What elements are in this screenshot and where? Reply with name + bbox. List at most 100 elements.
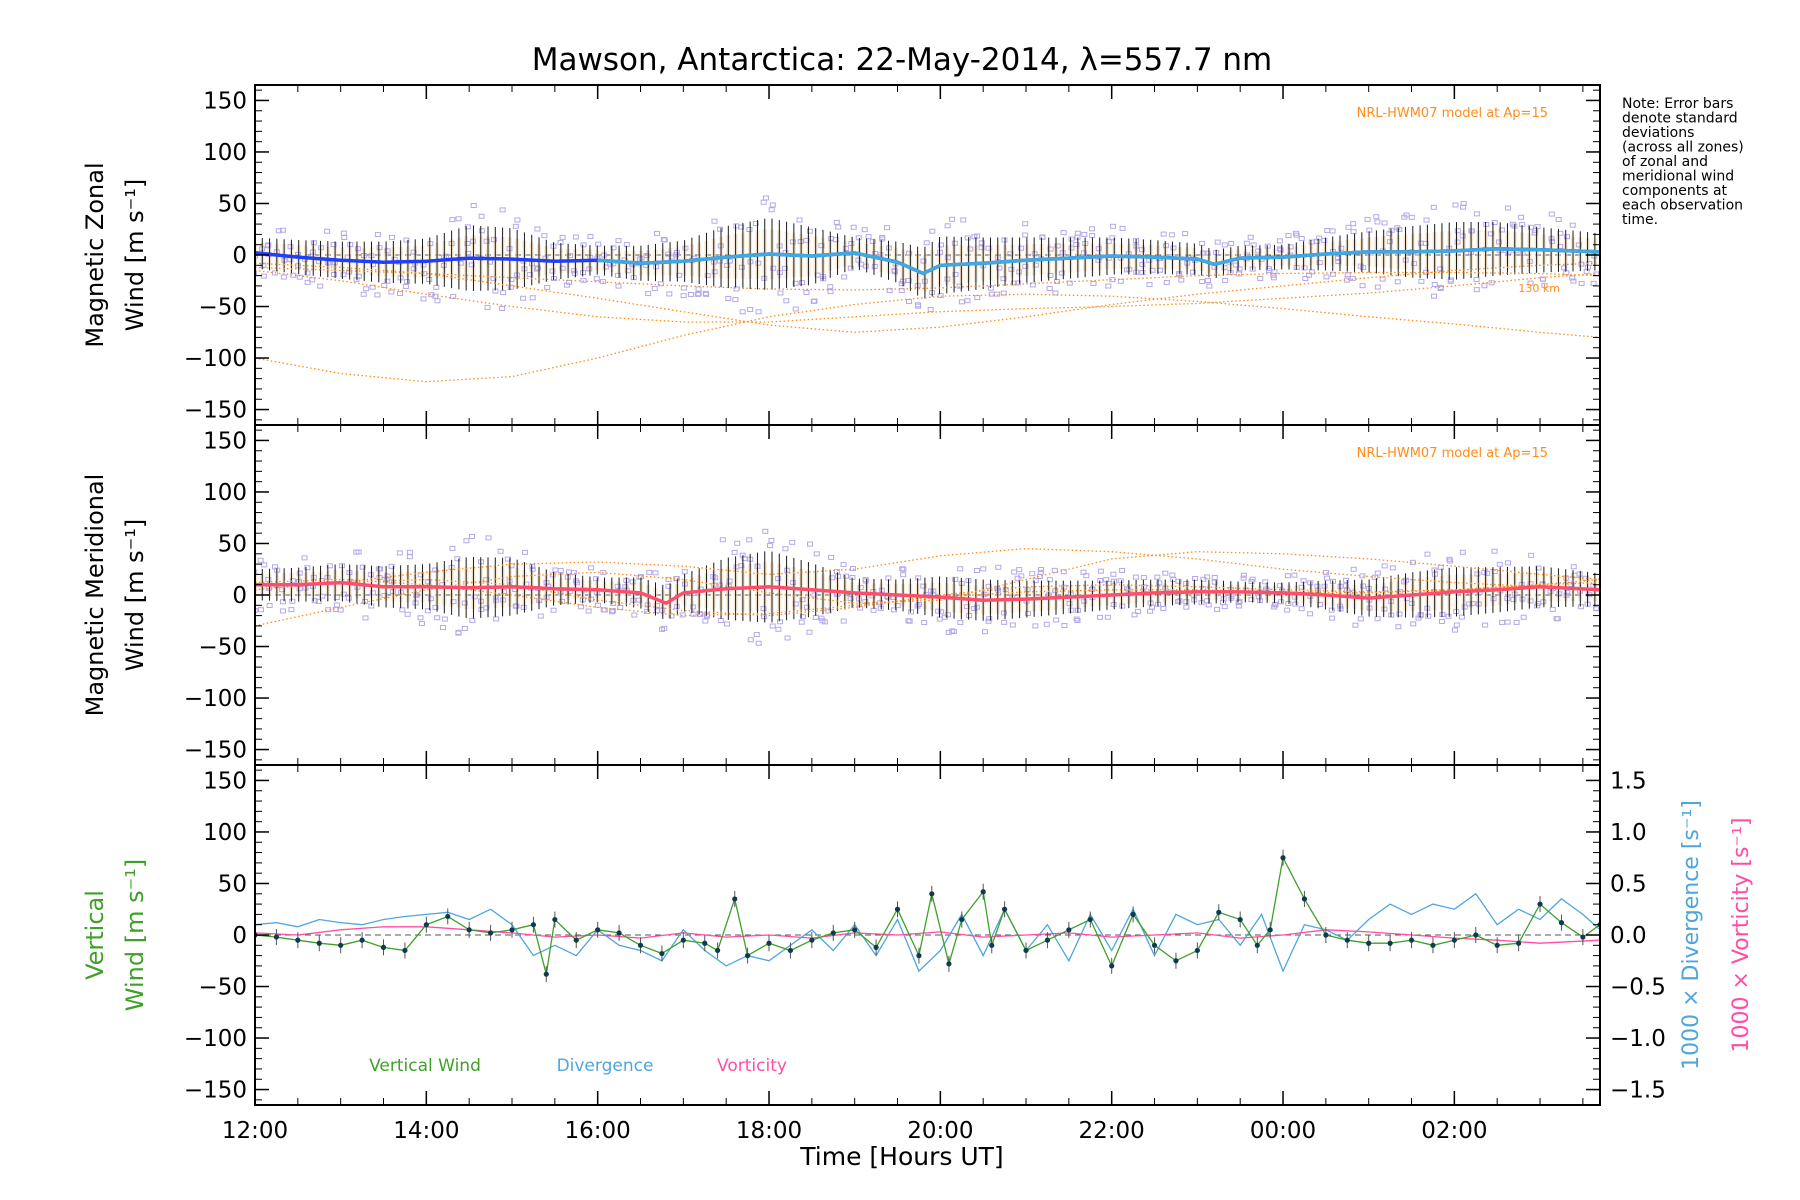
zone-point xyxy=(331,271,338,277)
mean-series-line xyxy=(255,580,1600,606)
vertical-wind-point xyxy=(1194,947,1200,954)
zone-point xyxy=(857,585,864,591)
y-tick-label: 0 xyxy=(232,923,247,949)
zone-point xyxy=(1032,623,1039,629)
zone-point xyxy=(1495,239,1502,245)
zone-point xyxy=(433,284,440,290)
zone-point xyxy=(1066,601,1073,607)
zone-point xyxy=(362,615,369,621)
zone-point xyxy=(1564,590,1571,596)
zone-point xyxy=(1037,569,1044,575)
vertical-wind-point xyxy=(1130,911,1136,917)
vertical-wind-point xyxy=(1237,916,1243,923)
zone-point xyxy=(622,584,629,590)
zone-point xyxy=(296,570,303,576)
zone-point xyxy=(449,545,456,551)
zone-point xyxy=(1364,216,1371,222)
zone-point xyxy=(1022,232,1029,238)
zone-point xyxy=(747,306,754,312)
zone-point xyxy=(980,566,987,572)
zone-point xyxy=(687,292,694,298)
zone-point xyxy=(818,243,825,249)
zone-point xyxy=(572,234,579,240)
zone-point xyxy=(777,290,784,296)
vertical-wind-point xyxy=(830,930,836,936)
y-label-line2: Wind [m s⁻¹] xyxy=(121,179,149,331)
zone-point xyxy=(499,207,506,213)
zone-point xyxy=(279,227,286,233)
zone-point xyxy=(1452,202,1459,208)
y2-tick-label: 0.5 xyxy=(1610,871,1647,897)
zone-point xyxy=(399,607,406,613)
zone-point xyxy=(1054,278,1061,284)
zone-point xyxy=(1308,239,1315,245)
zone-point xyxy=(1000,290,1007,296)
zone-point xyxy=(311,598,318,604)
zone-point xyxy=(1109,223,1116,229)
zone-point xyxy=(1460,204,1467,210)
zone-point xyxy=(792,306,799,312)
model-curve xyxy=(255,262,1600,333)
zone-point xyxy=(1395,624,1402,630)
zone-point xyxy=(529,566,536,572)
zone-point xyxy=(711,269,718,275)
zone-point xyxy=(833,219,840,225)
zone-point xyxy=(544,284,551,290)
zone-point xyxy=(413,592,420,598)
zone-point xyxy=(499,305,506,311)
zone-point xyxy=(1528,552,1535,558)
zone-point xyxy=(747,637,754,643)
zone-point xyxy=(963,604,970,610)
y-tick-label: −50 xyxy=(198,295,247,321)
y-tick-label: 50 xyxy=(218,191,247,217)
zone-point xyxy=(374,232,381,238)
zone-point xyxy=(768,537,775,543)
y2-tick-label: 0.0 xyxy=(1610,923,1647,949)
zone-point xyxy=(340,272,347,278)
x-tick-label: 12:00 xyxy=(222,1118,288,1144)
zone-point xyxy=(1555,217,1562,223)
zone-point xyxy=(690,604,697,610)
zone-point xyxy=(985,245,992,251)
zone-point xyxy=(570,570,577,576)
zone-point xyxy=(1453,622,1460,628)
zone-point xyxy=(883,225,890,231)
zone-point xyxy=(1039,234,1046,240)
zone-point xyxy=(1466,601,1473,607)
zone-point xyxy=(384,573,391,579)
zone-point xyxy=(1484,570,1491,576)
zone-point xyxy=(1183,580,1190,586)
zone-point xyxy=(526,272,533,278)
zone-point xyxy=(1403,577,1410,583)
zone-point xyxy=(1549,606,1556,612)
vertical-wind-point xyxy=(744,953,751,959)
zone-point xyxy=(1305,272,1312,278)
zone-point xyxy=(1487,231,1494,237)
zone-point xyxy=(493,616,500,622)
zone-point xyxy=(1431,281,1438,287)
zone-point xyxy=(1270,272,1277,278)
x-tick-label: 18:00 xyxy=(736,1118,802,1144)
zone-point xyxy=(840,618,847,624)
zone-point xyxy=(255,608,258,614)
zone-point xyxy=(571,268,578,274)
zone-point xyxy=(485,535,492,541)
zone-point xyxy=(935,608,942,614)
zone-point xyxy=(490,237,497,243)
zone-point xyxy=(923,240,930,246)
zone-point xyxy=(1264,243,1271,249)
zone-point xyxy=(615,238,622,244)
zone-point xyxy=(1095,246,1102,252)
zone-point xyxy=(920,258,927,264)
zone-point xyxy=(1162,243,1169,249)
y-tick-label: −100 xyxy=(184,1026,247,1052)
zone-point xyxy=(279,587,286,593)
vertical-wind-point xyxy=(852,927,858,933)
zone-point xyxy=(899,566,906,572)
zone-point xyxy=(905,277,912,283)
zone-point xyxy=(944,223,951,229)
zone-point xyxy=(537,613,544,619)
zone-point xyxy=(571,270,578,276)
zone-point xyxy=(389,589,396,595)
zone-point xyxy=(376,574,383,580)
